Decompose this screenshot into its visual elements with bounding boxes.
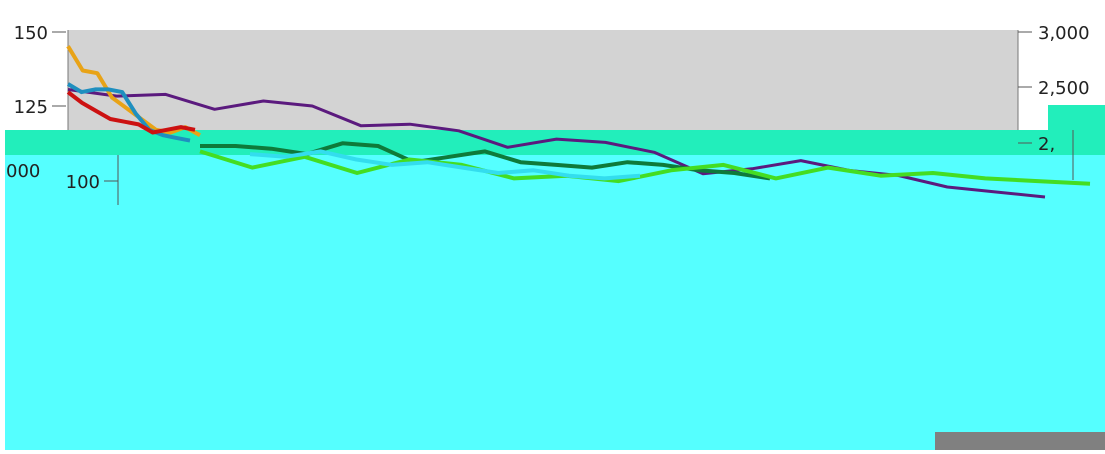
left-axis-tick-label: 100 — [66, 172, 100, 193]
bottom-right-block — [935, 432, 1105, 452]
right-axis-tick-label: 3,000 — [1038, 23, 1090, 44]
series-line-4 — [200, 141, 771, 181]
right-axis-band — [1048, 105, 1105, 130]
left-axis-tick-label: 125 — [14, 97, 48, 118]
plot-background-lower — [5, 130, 1105, 454]
left-axis-tick-label: 150 — [14, 23, 48, 44]
series-line-6 — [249, 149, 641, 181]
series-line-5 — [199, 149, 1091, 186]
series-line-3 — [66, 90, 196, 135]
series-line-2 — [66, 82, 191, 143]
secondary-axis-partial-label: 000 — [6, 161, 40, 182]
header-band — [5, 130, 1105, 155]
right-axis-tick-label: 2, — [1038, 134, 1055, 155]
right-axis-tick-label: 2,500 — [1038, 78, 1090, 99]
plot-background-upper — [68, 30, 1018, 130]
